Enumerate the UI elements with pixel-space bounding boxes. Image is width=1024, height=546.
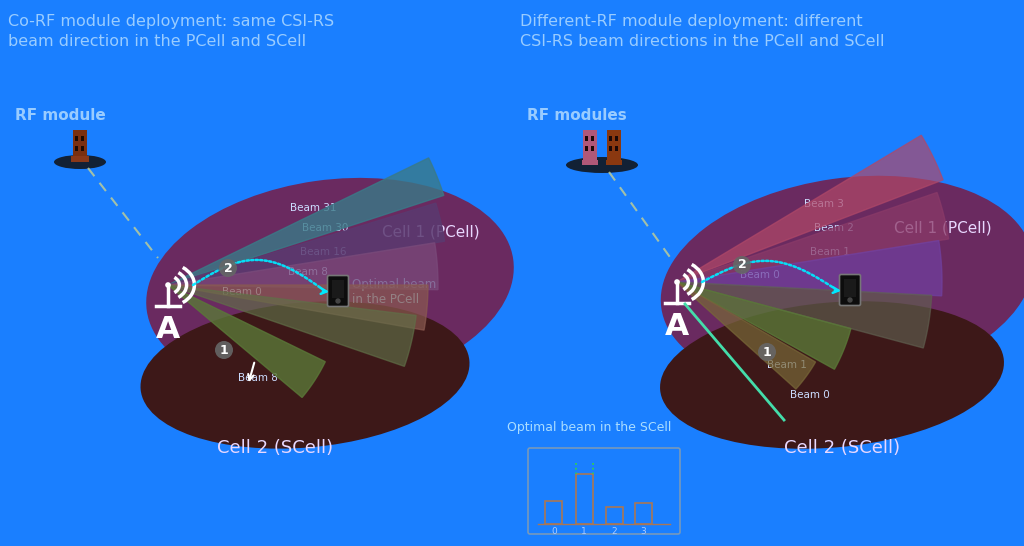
- Polygon shape: [677, 135, 943, 282]
- Bar: [332, 280, 344, 298]
- Text: Beam 31: Beam 31: [290, 203, 337, 213]
- Bar: [844, 279, 856, 297]
- Circle shape: [848, 298, 852, 302]
- Text: Beam 0: Beam 0: [740, 270, 779, 280]
- Text: Cell 1 (PCell): Cell 1 (PCell): [382, 224, 479, 240]
- Text: Optimal beam in the SCell: Optimal beam in the SCell: [507, 422, 672, 435]
- Ellipse shape: [566, 157, 638, 173]
- Bar: [591, 146, 594, 151]
- Circle shape: [215, 341, 233, 359]
- FancyBboxPatch shape: [328, 276, 348, 306]
- Bar: [583, 130, 597, 165]
- Text: 2: 2: [223, 262, 232, 275]
- Bar: [606, 507, 624, 524]
- Ellipse shape: [140, 301, 469, 449]
- Ellipse shape: [146, 178, 514, 392]
- Bar: [585, 136, 588, 141]
- Text: Co-RF module deployment: same CSI-RS
beam direction in the PCell and SCell: Co-RF module deployment: same CSI-RS bea…: [8, 14, 334, 49]
- Ellipse shape: [660, 301, 1004, 449]
- Polygon shape: [677, 241, 942, 296]
- Text: RF module: RF module: [15, 108, 105, 123]
- Text: 1: 1: [582, 527, 587, 536]
- Text: Optimal beam
in the PCell: Optimal beam in the PCell: [352, 278, 436, 306]
- Bar: [81, 146, 84, 151]
- Polygon shape: [168, 285, 416, 366]
- Text: Beam 1: Beam 1: [810, 247, 850, 257]
- Bar: [607, 130, 621, 165]
- Polygon shape: [677, 282, 815, 389]
- Bar: [606, 160, 622, 165]
- Text: Beam 3: Beam 3: [804, 199, 844, 209]
- Text: 1: 1: [219, 343, 228, 357]
- FancyBboxPatch shape: [528, 448, 680, 534]
- Text: A: A: [156, 315, 180, 344]
- Polygon shape: [168, 203, 444, 285]
- Text: Beam 2: Beam 2: [814, 223, 854, 233]
- Circle shape: [219, 259, 237, 277]
- Text: Beam 30: Beam 30: [302, 223, 348, 233]
- Bar: [73, 130, 87, 162]
- Circle shape: [733, 256, 751, 274]
- Text: Beam 0: Beam 0: [790, 390, 829, 400]
- Circle shape: [675, 280, 679, 284]
- Bar: [81, 136, 84, 141]
- Bar: [615, 136, 618, 141]
- Polygon shape: [168, 285, 428, 330]
- Ellipse shape: [54, 155, 106, 169]
- Circle shape: [758, 343, 776, 361]
- Bar: [609, 146, 612, 151]
- Text: Beam 0: Beam 0: [222, 287, 262, 297]
- Bar: [582, 160, 598, 165]
- Text: Beam 1: Beam 1: [767, 360, 807, 370]
- Bar: [609, 136, 612, 141]
- Text: 0: 0: [551, 527, 557, 536]
- Text: 2: 2: [611, 527, 617, 536]
- Text: Different-RF module deployment: different
CSI-RS beam directions in the PCell an: Different-RF module deployment: differen…: [520, 14, 885, 49]
- Bar: [75, 146, 78, 151]
- Bar: [585, 146, 588, 151]
- Text: Cell 1 (PCell): Cell 1 (PCell): [894, 221, 991, 235]
- Text: Beam 8: Beam 8: [238, 373, 278, 383]
- Text: RF modules: RF modules: [527, 108, 627, 123]
- Text: 2: 2: [737, 258, 746, 271]
- Bar: [75, 136, 78, 141]
- Bar: [615, 146, 618, 151]
- Text: A: A: [665, 312, 689, 341]
- Text: Cell 2 (SCell): Cell 2 (SCell): [784, 439, 900, 457]
- Polygon shape: [168, 158, 443, 285]
- Polygon shape: [677, 193, 948, 282]
- Bar: [591, 136, 594, 141]
- Bar: [635, 503, 652, 524]
- Text: Beam 8: Beam 8: [288, 267, 328, 277]
- Polygon shape: [168, 285, 326, 397]
- Text: Beam 16: Beam 16: [300, 247, 346, 257]
- Circle shape: [336, 299, 340, 303]
- Polygon shape: [677, 282, 932, 348]
- Bar: [545, 501, 562, 524]
- Ellipse shape: [660, 176, 1024, 388]
- FancyBboxPatch shape: [840, 275, 860, 306]
- Bar: [575, 474, 593, 524]
- Text: 1: 1: [763, 346, 771, 359]
- Polygon shape: [677, 282, 851, 369]
- Polygon shape: [168, 243, 438, 290]
- Circle shape: [166, 283, 170, 287]
- Text: Cell 2 (SCell): Cell 2 (SCell): [217, 439, 333, 457]
- Bar: [71, 156, 89, 162]
- Text: 3: 3: [641, 527, 646, 536]
